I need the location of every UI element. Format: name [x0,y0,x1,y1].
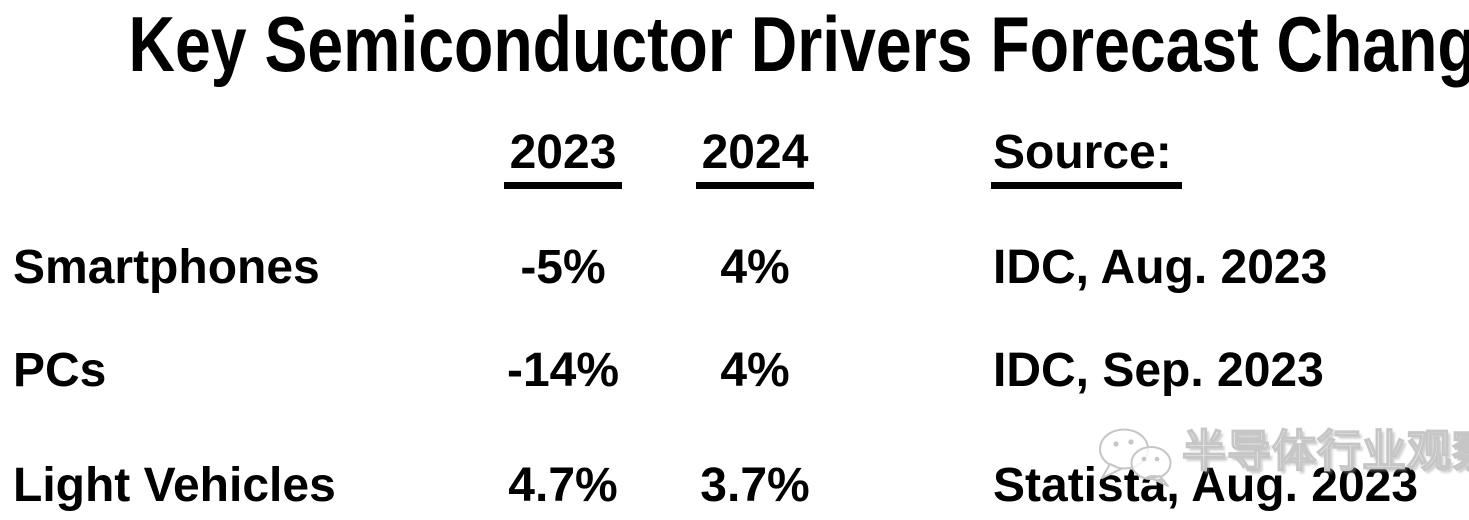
value-2023: -5% [520,241,606,294]
column-header-2024-cell: 2024 [635,129,875,189]
value-2024: 4% [720,241,790,294]
row-label: Light Vehicles [13,459,336,512]
value-2023: 4.7% [508,459,618,512]
column-header-2023: 2023 [503,129,623,189]
column-header-source-cell: Source: [991,129,1182,189]
source-text: IDC, Aug. 2023 [993,241,1328,294]
row-label: Smartphones [13,241,320,294]
source-text: IDC, Sep. 2023 [993,344,1324,397]
column-header-2023-cell: 2023 [443,129,683,189]
value-2024: 3.7% [700,459,810,512]
column-header-2024: 2024 [695,129,815,189]
value-2023: -14% [506,344,620,397]
source-text: Statista, Aug. 2023 [993,459,1419,512]
row-label: PCs [13,344,107,397]
page-title: Key Semiconductor Drivers Forecast Chang… [128,0,1469,88]
value-2024: 4% [720,344,790,397]
column-header-source: Source: [991,129,1182,189]
